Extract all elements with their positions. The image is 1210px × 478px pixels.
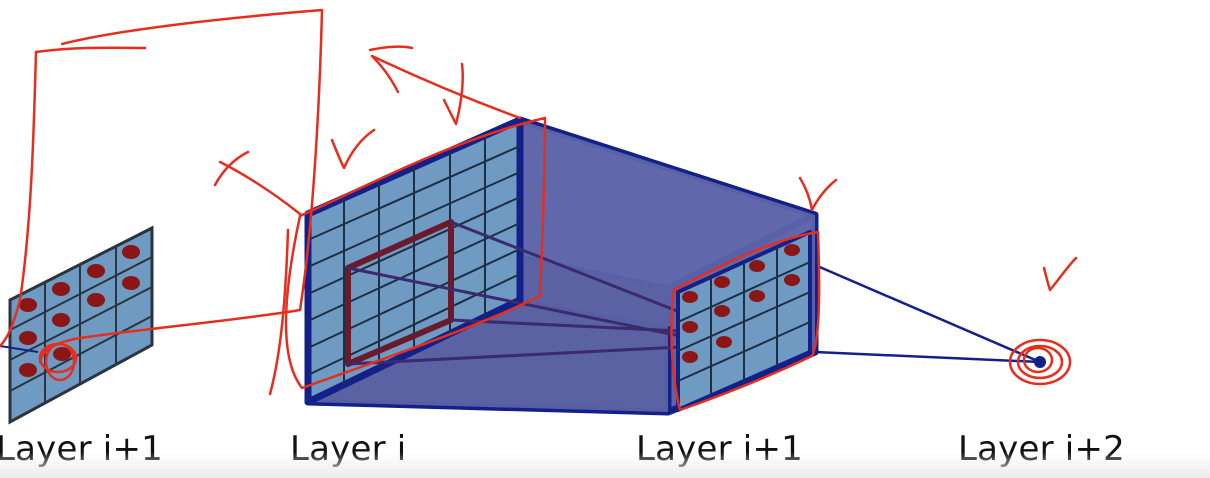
annotation-check <box>798 176 838 212</box>
dot <box>682 351 698 363</box>
annotation-check <box>442 62 464 126</box>
grid-line <box>677 321 811 382</box>
grid-line <box>677 291 811 352</box>
annotation-arrow-shaft <box>218 160 302 216</box>
projection-line <box>347 344 701 366</box>
dot <box>682 291 698 303</box>
grid-line <box>307 171 521 268</box>
left-layer-grid <box>0 225 154 425</box>
grid-line <box>307 222 521 322</box>
annotation-arrow-head <box>213 150 250 187</box>
layer-i-plus-2-node <box>1034 356 1046 368</box>
annotation-top-stroke <box>34 46 147 54</box>
annotation-top-arrow-head <box>368 45 414 52</box>
annotation-layer-i-left <box>268 228 290 396</box>
dot <box>716 336 732 348</box>
output-line-top <box>814 263 1041 364</box>
dot <box>122 245 140 259</box>
annotation-layer-i-plus-1-outline <box>670 230 821 412</box>
label-layer-i-plus-1: Layer i+1 <box>636 429 803 469</box>
dot <box>19 298 37 312</box>
dot <box>122 276 140 290</box>
grid-line <box>677 261 811 323</box>
output-line-bottom <box>814 350 1041 364</box>
dot <box>19 331 37 345</box>
annotation-circle <box>44 342 76 382</box>
label-layer-i-plus-2: Layer i+2 <box>958 429 1125 469</box>
left-connection-line <box>0 345 39 353</box>
layer-i-plus-1-grid-lines <box>677 247 811 395</box>
annotation-top-arrow-head-2 <box>370 54 400 94</box>
grid-line <box>307 248 521 349</box>
layer-i-plus-1-dots <box>682 244 800 363</box>
dot <box>714 305 730 317</box>
annotation-left-stroke <box>0 50 38 348</box>
annotation-top-arrow-shaft <box>370 54 522 120</box>
dot <box>19 363 37 377</box>
volume-block <box>304 116 819 416</box>
dot <box>87 293 105 307</box>
projection-line <box>450 220 701 322</box>
left-grid-dots <box>19 245 140 377</box>
dot <box>52 313 70 327</box>
dot <box>52 282 70 296</box>
label-layer-i: Layer i <box>290 429 407 469</box>
dot <box>682 321 698 333</box>
annotation-circle <box>1022 346 1054 374</box>
annotation-check <box>330 128 376 170</box>
grid-line <box>307 196 521 295</box>
dot <box>714 276 730 288</box>
annotation-circle <box>1016 344 1064 380</box>
grid-line <box>307 145 521 241</box>
left-grid-line <box>9 286 153 361</box>
grid-line <box>307 273 521 376</box>
annotation-loop <box>38 8 324 364</box>
annotation-check <box>1042 256 1078 292</box>
left-grid-line <box>9 256 153 331</box>
annotation-layer-i-outline <box>284 116 547 390</box>
dot <box>53 347 71 361</box>
annotation-circle <box>1008 338 1072 386</box>
dot <box>749 260 765 272</box>
dot <box>87 264 105 278</box>
left-grid-line <box>9 315 153 392</box>
label-left-layer: Layer i+1 <box>0 429 163 469</box>
red-annotations <box>0 8 1078 412</box>
dot <box>749 290 765 302</box>
layer-i-grid-lines <box>307 136 521 385</box>
dot <box>784 274 800 286</box>
dot <box>784 244 800 256</box>
